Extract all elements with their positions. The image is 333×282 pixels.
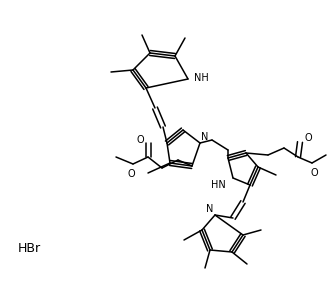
Text: NH: NH bbox=[194, 73, 209, 83]
Text: HBr: HBr bbox=[18, 241, 41, 254]
Text: O: O bbox=[127, 169, 135, 179]
Text: N: N bbox=[206, 204, 214, 214]
Text: N: N bbox=[201, 132, 209, 142]
Text: O: O bbox=[304, 133, 312, 143]
Text: O: O bbox=[136, 135, 144, 145]
Text: HN: HN bbox=[211, 180, 226, 190]
Text: O: O bbox=[310, 168, 318, 178]
